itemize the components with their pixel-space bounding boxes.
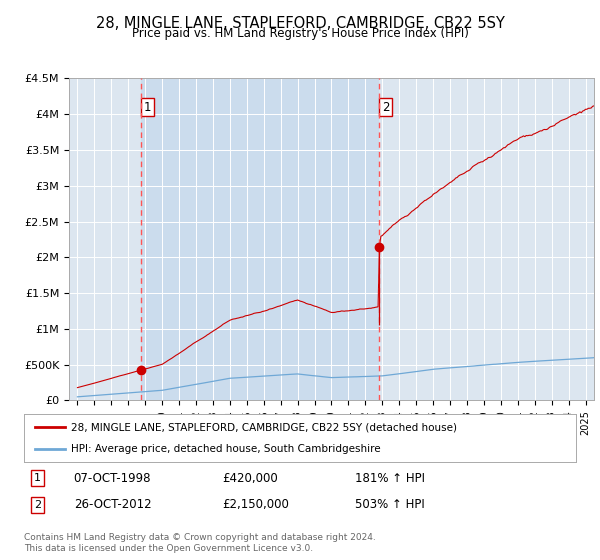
Text: 2: 2 — [34, 500, 41, 510]
Bar — [142, 78, 379, 400]
Text: 503% ↑ HPI: 503% ↑ HPI — [355, 498, 425, 511]
Text: 1: 1 — [34, 473, 41, 483]
Text: £420,000: £420,000 — [223, 472, 278, 485]
Text: Price paid vs. HM Land Registry's House Price Index (HPI): Price paid vs. HM Land Registry's House … — [131, 27, 469, 40]
Text: 2: 2 — [382, 101, 389, 114]
Text: 28, MINGLE LANE, STAPLEFORD, CAMBRIDGE, CB22 5SY (detached house): 28, MINGLE LANE, STAPLEFORD, CAMBRIDGE, … — [71, 422, 457, 432]
Text: 07-OCT-1998: 07-OCT-1998 — [74, 472, 151, 485]
Text: 1: 1 — [144, 101, 151, 114]
Text: HPI: Average price, detached house, South Cambridgeshire: HPI: Average price, detached house, Sout… — [71, 444, 380, 454]
Text: 26-OCT-2012: 26-OCT-2012 — [74, 498, 151, 511]
Text: Contains HM Land Registry data © Crown copyright and database right 2024.
This d: Contains HM Land Registry data © Crown c… — [24, 533, 376, 553]
Text: 181% ↑ HPI: 181% ↑ HPI — [355, 472, 425, 485]
Text: £2,150,000: £2,150,000 — [223, 498, 290, 511]
Text: 28, MINGLE LANE, STAPLEFORD, CAMBRIDGE, CB22 5SY: 28, MINGLE LANE, STAPLEFORD, CAMBRIDGE, … — [95, 16, 505, 31]
